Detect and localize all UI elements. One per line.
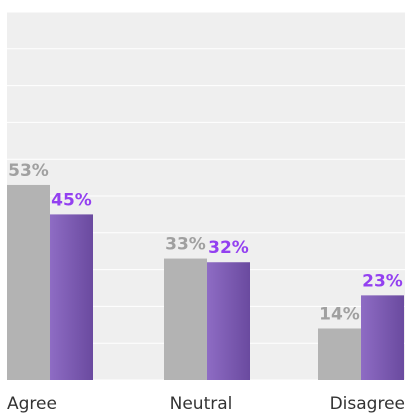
bar xyxy=(164,258,207,380)
bar xyxy=(318,328,361,380)
value-label: 23% xyxy=(362,271,403,291)
x-tick-label: Disagree xyxy=(330,394,405,414)
x-tick-label: Neutral xyxy=(170,394,233,414)
bar xyxy=(361,295,404,380)
value-label: 14% xyxy=(319,304,360,324)
bar xyxy=(7,184,50,380)
value-label: 33% xyxy=(165,235,206,255)
value-label: 32% xyxy=(208,238,249,258)
bar xyxy=(50,214,93,380)
value-label: 45% xyxy=(51,190,92,210)
x-tick-label: Agree xyxy=(7,394,57,414)
value-label: 53% xyxy=(8,161,49,181)
bar xyxy=(207,262,250,380)
